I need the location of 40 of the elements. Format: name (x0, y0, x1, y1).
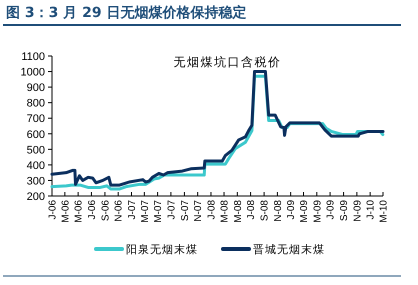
x-tick-label: M-09 (299, 200, 310, 223)
y-tick-label: 400 (26, 160, 45, 172)
title: 图 3：3 月 29 日无烟煤价格保持稳定 (6, 5, 246, 21)
x-tick-label: M-06 (74, 200, 85, 223)
x-tick-label: J-08 (246, 200, 258, 220)
y-tick-label: 1100 (21, 51, 45, 63)
y-tick-label: 500 (26, 144, 45, 156)
y-tick-label: 600 (26, 128, 45, 141)
x-tick-label: M-09 (312, 200, 324, 223)
x-tick-label: M-07 (140, 200, 151, 223)
x-tick-label: J-09 (326, 200, 337, 220)
x-tick-label: S-06 (100, 200, 112, 222)
x-tick-label: M-10 (378, 200, 390, 223)
x-tick-label: J-06 (48, 200, 58, 220)
y-tick-label: 700 (26, 113, 45, 126)
x-tick-label: J-10 (366, 200, 377, 220)
x-tick-label: J-07 (166, 200, 178, 220)
legend-label: 晋城无烟末煤 (253, 243, 325, 256)
x-tick-label: J-08 (206, 200, 218, 220)
x-tick-label: J-06 (86, 200, 98, 220)
y-tick-label: 200 (26, 191, 45, 203)
x-tick-label: M-06 (60, 200, 72, 223)
x-tick-label: S-09 (339, 200, 350, 222)
x-tick-label: M-07 (153, 200, 164, 223)
y-tick-label: 800 (26, 98, 45, 110)
x-tick-label: J-07 (126, 200, 138, 220)
x-tick-label: S-08 (260, 200, 271, 222)
x-tick-label: S-07 (180, 200, 191, 222)
legend-label: 阳泉无烟末煤 (126, 243, 198, 256)
x-tick-label: N-07 (193, 200, 204, 222)
x-tick-label: J-09 (286, 200, 298, 220)
x-tick-label: M-08 (220, 200, 231, 223)
x-tick-label: N-09 (352, 200, 364, 222)
x-tick-label: M-08 (232, 200, 244, 223)
y-tick-label: 300 (26, 175, 45, 188)
y-tick-label: 1000 (20, 66, 45, 79)
x-tick-label: N-08 (272, 200, 284, 222)
x-tick-label: N-06 (114, 200, 125, 222)
y-tick-label: 900 (26, 82, 45, 94)
chart-subtitle: 无烟煤坑口含税价 (174, 55, 282, 69)
